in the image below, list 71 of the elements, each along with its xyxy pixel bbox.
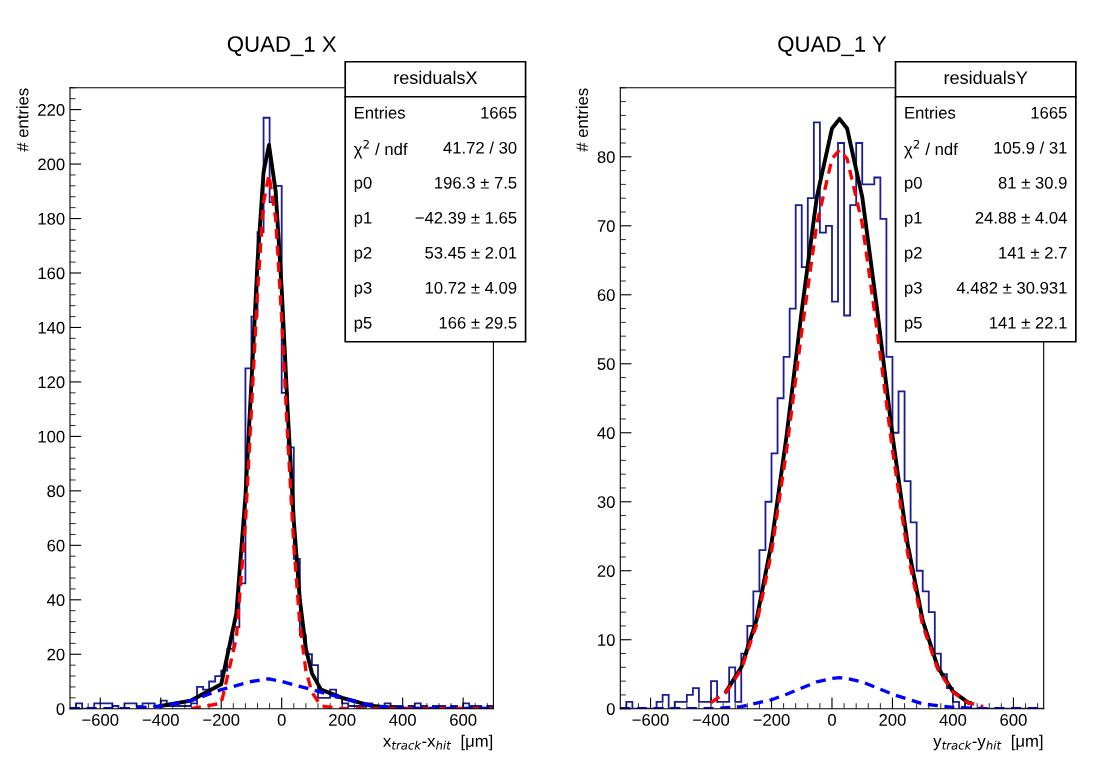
y-tick-label: 40: [597, 427, 615, 439]
x-tick-label: 0: [277, 714, 286, 726]
y-tick-label: 30: [597, 496, 615, 508]
x-tick-label: 0: [828, 714, 836, 726]
annotation: p3: [905, 281, 922, 298]
x-axis-title: x$_{track}$-x$_{hit}$ [μm]: [383, 734, 493, 751]
y-tick-label: 0: [606, 703, 615, 715]
y-tick-label: 80: [597, 151, 615, 163]
y-tick-label: 20: [47, 648, 65, 661]
x-tick-label: 400: [939, 714, 967, 726]
annotation: p1: [905, 212, 922, 228]
y-tick-label: 140: [38, 321, 65, 334]
x-tick-label: −400: [693, 714, 730, 726]
x-tick-label: −400: [142, 714, 179, 726]
annotation: 141 ± 2.7: [999, 246, 1067, 259]
annotation: p0: [905, 176, 922, 193]
x-tick-label: 200: [329, 714, 356, 726]
y-tick-label: 80: [47, 485, 65, 498]
x-tick-label: −200: [203, 714, 240, 726]
y-tick-label: 120: [38, 376, 65, 389]
y-tick-label: 60: [597, 289, 615, 301]
y-axis-title: # entries: [16, 88, 29, 152]
y-tick-label: 160: [38, 267, 65, 280]
annotation: 10.72 ± 4.09: [425, 281, 517, 294]
annotation: p3: [354, 281, 372, 298]
annotation: p2: [905, 246, 922, 263]
annotation: 24.88 ± 4.04: [975, 211, 1067, 224]
y-tick-label: 50: [597, 358, 615, 370]
chart-title: QUAD_1 Y: [778, 36, 887, 57]
annotation: 166 ± 29.5: [439, 316, 517, 329]
text: residualsY: [944, 70, 1028, 85]
annotation: p2: [354, 246, 372, 263]
chart-title: QUAD_1 X: [227, 36, 337, 57]
annotation: p0: [354, 176, 372, 193]
annotation: 1665: [481, 106, 517, 119]
x-tick-label: −200: [753, 714, 790, 726]
annotation: 53.45 ± 2.01: [425, 246, 517, 259]
y-tick-label: 100: [38, 430, 65, 443]
y-axis-title: # entries: [575, 88, 589, 152]
x-tick-label: −600: [632, 714, 669, 726]
y-tick-label: 0: [56, 703, 65, 715]
y-tick-label: 200: [38, 158, 65, 171]
x-axis-title: y$_{track}$-y$_{hit}$ [μm]: [933, 734, 1043, 751]
y-tick-label: 40: [47, 594, 65, 606]
annotation: Entries: [905, 106, 956, 119]
annotation: 41.72 / 30: [443, 141, 517, 154]
annotation: 81 ± 30.9: [998, 176, 1067, 189]
y-tick-label: 180: [38, 212, 65, 225]
annotation: p5: [905, 317, 922, 333]
annotation: Entries: [355, 106, 405, 119]
y-tick-label: 20: [597, 565, 615, 577]
annotation: 105.9 / 31: [994, 141, 1067, 154]
x-tick-label: 600: [1000, 714, 1027, 726]
annotation: p1: [354, 212, 372, 228]
annotation: −42.39 ± 1.65: [415, 211, 517, 224]
annotation: 1665: [1031, 106, 1067, 119]
y-tick-label: 220: [38, 104, 65, 116]
x-tick-label: 600: [450, 714, 477, 726]
y-tick-label: 70: [597, 220, 615, 232]
annotation: χ$^{2}$ / ndf: [353, 139, 408, 159]
annotation: χ$^{2}$ / ndf: [904, 139, 958, 159]
annotation: 141 ± 22.1: [990, 316, 1067, 329]
y-tick-label: 60: [47, 539, 65, 552]
text: residualsX: [394, 70, 478, 85]
annotation: 196.3 ± 7.5: [435, 176, 517, 189]
x-tick-label: −600: [82, 714, 119, 726]
x-tick-label: 200: [879, 714, 906, 726]
x-tick-label: 400: [389, 714, 416, 726]
y-tick-label: 10: [598, 634, 615, 646]
annotation: 4.482 ± 30.931: [956, 281, 1067, 294]
annotation: p5: [354, 317, 372, 333]
